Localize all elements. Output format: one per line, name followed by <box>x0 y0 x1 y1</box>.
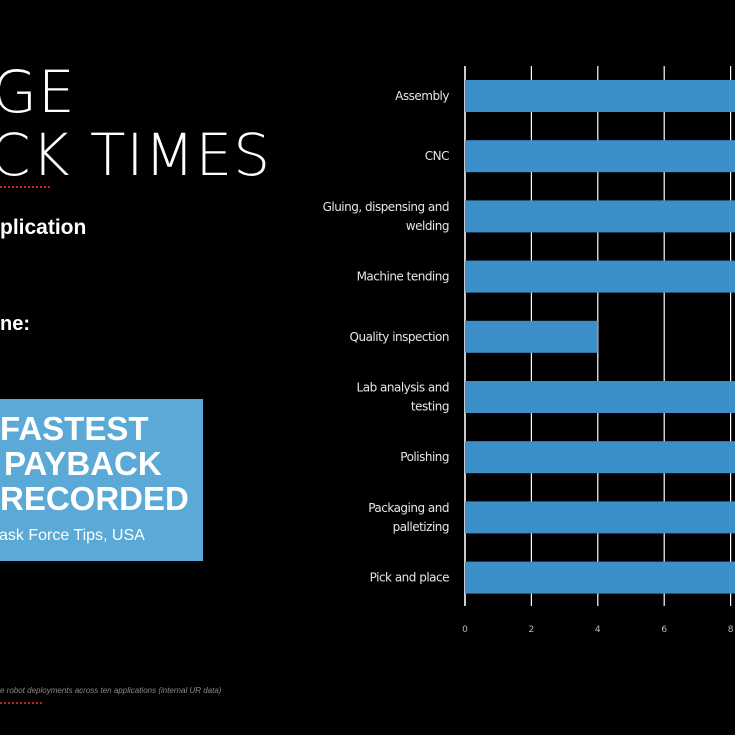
bar-1 <box>465 140 735 173</box>
bar-2 <box>465 200 735 233</box>
x-tick-4: 4 <box>595 625 601 635</box>
category-label-4: Quality inspection <box>350 330 449 344</box>
slide-subtitle: plication <box>0 216 87 239</box>
category-label-2: Gluing, dispensing and welding <box>323 200 449 233</box>
bar-3 <box>465 260 735 293</box>
slide-title-line-2: CK TIMES <box>0 121 272 189</box>
footnote: e robot deployments across ten applicati… <box>0 686 222 695</box>
bar-8 <box>465 561 735 594</box>
badge-subtext: ask Force Tips, USA <box>0 527 145 544</box>
spellcheck-underline <box>0 182 50 188</box>
x-tick-8: 8 <box>728 625 734 635</box>
category-label-7: Packaging and palletizing <box>368 501 449 534</box>
bar-6 <box>465 441 735 474</box>
footnote-spellcheck-underline <box>0 699 42 704</box>
bar-5 <box>465 381 735 413</box>
bar-0 <box>465 80 735 112</box>
bar-7 <box>465 501 735 534</box>
fastest-payback-badge: FASTEST PAYBACK RECORDED ask Force Tips,… <box>0 399 203 561</box>
category-label-8: Pick and place <box>370 571 449 585</box>
category-label-3: Machine tending <box>357 270 449 284</box>
bar-4 <box>465 320 598 353</box>
x-tick-2: 2 <box>529 625 535 635</box>
chart-category-labels: Assembly CNC Gluing, dispensing and welding… <box>323 89 450 585</box>
category-label-1: CNC <box>425 149 449 163</box>
x-tick-6: 6 <box>661 625 667 635</box>
slide-title-line-1: GE <box>0 58 76 126</box>
chart-bars <box>465 80 735 594</box>
category-label-6: Polishing <box>400 450 449 464</box>
slide-label: ne: <box>0 313 30 335</box>
badge-line-2: PAYBACK <box>4 445 162 482</box>
badge-line-1: FASTEST <box>0 410 149 447</box>
category-label-5: Lab analysis and testing <box>357 381 449 414</box>
x-tick-0: 0 <box>462 625 468 635</box>
chart-x-tick-labels: 0 2 4 6 8 <box>462 625 734 635</box>
category-label-0: Assembly <box>395 89 449 103</box>
badge-line-3: RECORDED <box>0 480 189 517</box>
